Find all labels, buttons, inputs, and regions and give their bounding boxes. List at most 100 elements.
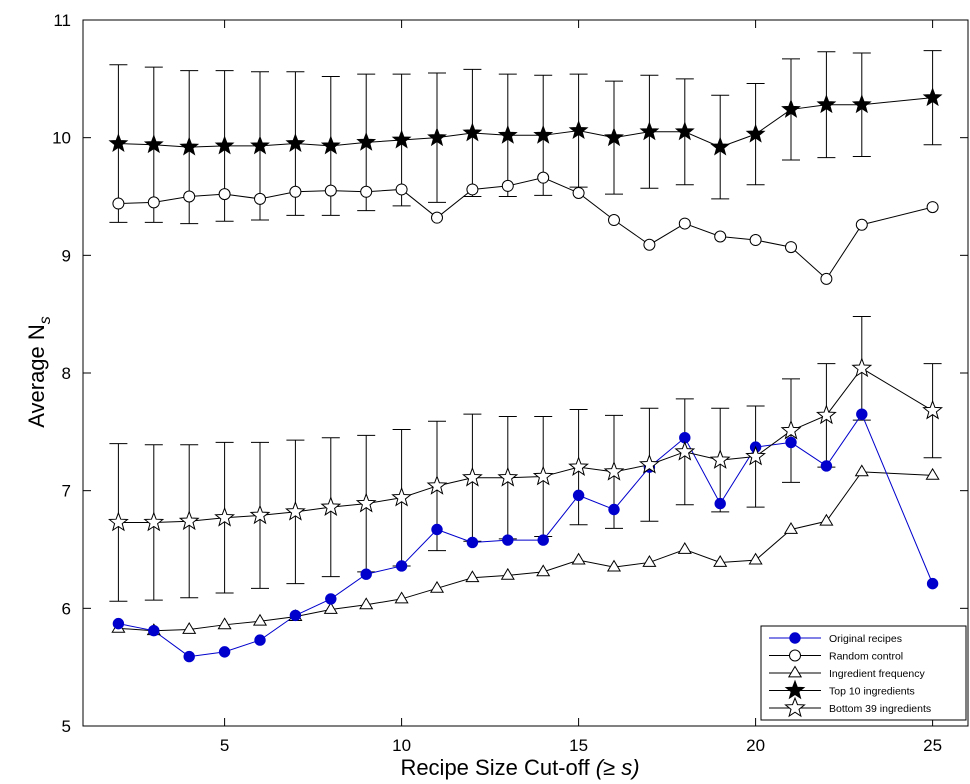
data-point <box>285 500 306 521</box>
data-point <box>608 503 620 516</box>
x-axis-ticks: 5 10 15 20 25 <box>220 20 942 755</box>
data-point <box>608 214 620 227</box>
data-point <box>604 127 624 147</box>
data-point <box>572 186 585 199</box>
data-point <box>217 617 232 630</box>
data-point <box>465 570 480 583</box>
data-point <box>925 467 940 480</box>
data-point <box>214 506 235 527</box>
legend-marker <box>789 632 801 644</box>
legend-label: Top 10 ingredients <box>829 686 915 698</box>
data-point <box>426 475 448 495</box>
data-point <box>466 183 479 196</box>
data-point <box>356 131 377 151</box>
data-point <box>674 121 695 141</box>
data-point <box>785 436 797 449</box>
data-point <box>568 456 589 476</box>
data-point <box>856 408 868 420</box>
data-point <box>780 419 802 440</box>
legend-marker <box>787 665 803 678</box>
data-point <box>855 218 868 231</box>
data-point <box>394 591 409 604</box>
legend-label: Ingredient frequency <box>829 668 925 680</box>
legend-entry: Ingredient frequency <box>769 665 925 680</box>
data-point <box>323 602 338 614</box>
data-point <box>497 124 518 144</box>
data-point <box>360 185 373 198</box>
data-point <box>462 466 483 487</box>
legend-marker <box>789 649 801 662</box>
data-point <box>108 133 129 152</box>
data-point <box>500 567 515 580</box>
x-tick-label: 25 <box>923 736 942 755</box>
y-tick-label: 5 <box>62 717 71 736</box>
data-point <box>536 564 551 577</box>
data-point <box>678 217 691 230</box>
legend-entry: Original recipes <box>769 632 902 645</box>
data-point <box>178 510 200 531</box>
data-point <box>710 136 731 156</box>
data-point <box>431 523 443 536</box>
data-point <box>820 460 833 472</box>
data-point <box>816 404 837 425</box>
data-point <box>285 133 306 152</box>
data-point <box>182 622 197 634</box>
data-point <box>851 94 872 114</box>
data-point <box>112 197 125 210</box>
data-point <box>533 124 554 144</box>
data-point <box>355 492 377 513</box>
data-point <box>709 449 731 469</box>
data-point <box>218 646 231 658</box>
data-point <box>427 127 447 147</box>
data-point <box>143 134 164 154</box>
data-point <box>781 99 801 118</box>
data-point <box>431 211 443 224</box>
data-point <box>714 497 726 510</box>
data-point <box>218 188 231 201</box>
data-point <box>922 399 943 420</box>
data-point <box>320 496 342 516</box>
legend-entry: Bottom 39 ingredients <box>769 696 931 718</box>
data-point <box>254 634 266 646</box>
data-point <box>568 120 589 140</box>
series-markers <box>108 87 943 663</box>
data-point <box>324 184 337 197</box>
data-point <box>854 464 869 477</box>
data-point <box>851 357 873 378</box>
legend-label: Random control <box>829 651 903 663</box>
data-point <box>926 577 939 590</box>
y-axis-label: Average Ns <box>24 316 54 428</box>
data-point <box>713 554 728 567</box>
data-point <box>537 171 550 184</box>
legend-entry: Top 10 ingredients <box>769 679 915 700</box>
data-point <box>497 466 519 487</box>
data-point <box>108 511 129 532</box>
plot-frame <box>82 19 969 727</box>
data-point <box>819 513 834 526</box>
legend-label: Original recipes <box>829 633 902 645</box>
data-point <box>359 597 374 610</box>
data-point <box>466 536 479 549</box>
data-point <box>816 94 837 114</box>
data-point <box>820 272 833 285</box>
data-point <box>572 489 585 502</box>
data-point <box>674 440 696 461</box>
data-point <box>926 201 939 214</box>
y-tick-label: 8 <box>62 364 71 383</box>
data-point <box>749 234 762 247</box>
data-point <box>360 568 372 580</box>
data-point <box>391 129 412 149</box>
data-point <box>502 534 514 546</box>
data-point <box>289 609 302 622</box>
data-point <box>639 121 660 141</box>
data-point <box>642 554 657 567</box>
y-tick-label: 10 <box>52 129 71 148</box>
plot-area-border <box>82 19 969 727</box>
y-tick-label: 6 <box>62 599 71 618</box>
data-point <box>250 135 270 155</box>
data-point <box>148 624 160 637</box>
data-point <box>183 190 196 203</box>
legend: Original recipes Random control Ingredient… <box>760 625 967 721</box>
data-point <box>603 460 625 481</box>
